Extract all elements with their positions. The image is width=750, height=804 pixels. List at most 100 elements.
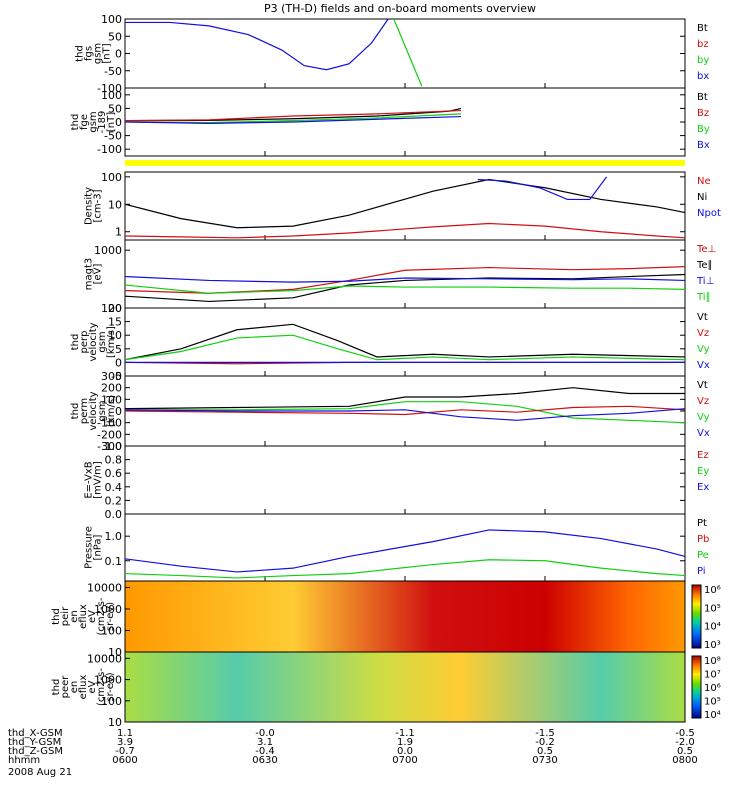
ephemeris-value: -1.1 [395,728,415,739]
ylabel-line: sr-eV) [105,672,116,701]
series-Vz [124,405,686,416]
legend-entry: By [697,124,710,135]
legend-entry: Vt [697,312,708,323]
legend-entry: Ti⊥ [696,276,714,287]
ylabel-line: [nT] [102,43,113,63]
ylabel-line: thd [51,608,62,625]
ylabel-line: eflux [78,604,89,629]
ytick-label: 0.1 [105,555,123,568]
ytick-label: 100 [101,171,122,184]
panel-frame [124,445,686,515]
legend-entry: Bt [697,23,708,34]
ytick-label: 1000 [94,244,122,257]
ylabel-line: [km/s] [106,395,117,427]
ylabel-line: en [69,610,80,623]
ylabel-line: velocity [88,322,99,361]
separator-bar [125,160,685,166]
ephemeris-value: -0.5 [675,728,695,739]
ytick-label: 100 [101,393,122,406]
ylabel-line: gsm [93,43,104,64]
colorbar-tick: 10⁶ [704,683,721,694]
ephemeris-value: -0.0 [255,728,275,739]
legend-entry: Pt [697,518,707,529]
legend-entry: bx [697,71,709,82]
ylabel-line: thd [70,334,81,351]
ephemeris-value: 3.9 [117,737,133,748]
ylabel-line: thd [70,114,81,131]
ephemeris-label: thd_Z-GSM [8,746,63,757]
ephemeris-value: 0.0 [397,746,413,757]
legend-entry: Ey [697,466,709,477]
panel-frame [124,171,686,241]
ytick-label: 100 [101,624,122,637]
ylabel-line: peer [60,675,71,699]
ylabel-line: gsm [97,331,108,352]
series-Bz [124,109,462,122]
colorbar-tick: 10⁴ [704,622,721,633]
ylabel-line: eV [87,610,98,623]
legend-entry: Npot [697,208,721,219]
ylabel-line: (cm2-s- [96,597,107,635]
spectrogram-frame [124,651,686,723]
ytick-label: 0.6 [105,467,123,480]
ytick-label: 10 [108,198,122,211]
series-Vy [125,401,686,424]
legend-entry: Vt [697,380,708,391]
legend-entry: Bt [697,92,708,103]
ytick-label: -100 [97,143,122,156]
ytick-label: -100 [97,82,122,95]
colorbar-tick: 10⁴ [704,710,721,721]
legend-entry: Bx [697,140,710,151]
ytick-label: -50 [104,65,122,78]
colorbar-tick: 10⁵ [704,603,721,614]
ylabel-line: Density [84,187,95,225]
ylabel-line: thd [51,679,62,696]
ephemeris-value: 3.1 [257,737,273,748]
ytick-label: 0.2 [105,494,123,507]
ylabel-line: peir [60,606,71,626]
ytick-label: 0 [115,48,122,61]
ytick-label: 100 [101,695,122,708]
series-Te∥ [124,273,686,303]
ytick-label: 300 [101,370,122,383]
spectrogram-peir: 10000 1000 100 10 thdpeirenefluxeV(cm2-s-sr-… [51,580,721,659]
panel-efield: 1.00.80.60.40.20.0 E=-VxB[mV/m] Ez Ey Ex [84,440,710,521]
ylabel-line: thd [75,45,86,62]
series-Npot [477,176,608,201]
ephemeris-value: 0800 [672,755,697,766]
series-Bt [124,107,462,122]
ylabel-line: gsm [88,111,99,132]
ephemeris-label: thd_Y-GSM [8,737,61,748]
ytick-label: 10000 [87,652,122,665]
legend-entry: Vz [697,328,709,339]
panel-temp: 1000 100 magt3[eV] Te⊥ Te∥ Ti⊥ Ti∥ [84,239,716,315]
spectrogram-peer: 10000 1000 100 10 thdpeerenefluxeV(cm2-s-sr-… [51,651,721,729]
panels-group: 100500-50-100thdfgsgsm[nT]Btbzbybx100500… [51,13,721,729]
ytick-label: -200 [97,428,122,441]
ytick-label: 100 [101,13,122,26]
panel-frame [124,18,686,89]
series-Pe [124,559,686,579]
panel-frame [124,307,686,377]
series-bx [125,18,389,71]
legend-entry: Ex [697,482,709,493]
ytick-label: 20 [108,302,122,315]
legend-entry: Vx [697,360,710,371]
legend-entry: Ne [697,176,711,187]
ephemeris-value: 1.1 [117,728,133,739]
ylabel-line: fge [79,114,90,130]
ylabel-line: eV [87,680,98,693]
legend-entry: by [697,55,709,66]
colorbar-tick: 10⁶ [704,585,721,596]
ephemeris-value: 0.5 [537,746,553,757]
panel-frame [124,239,686,309]
ephemeris-value: -2.0 [675,737,695,748]
ephemeris-label: thd_X-GSM [8,728,63,739]
ephemeris-value: 1.9 [397,737,413,748]
colorbar [691,584,702,649]
ytick-label: -5 [111,370,122,383]
panel-frame [124,513,686,582]
